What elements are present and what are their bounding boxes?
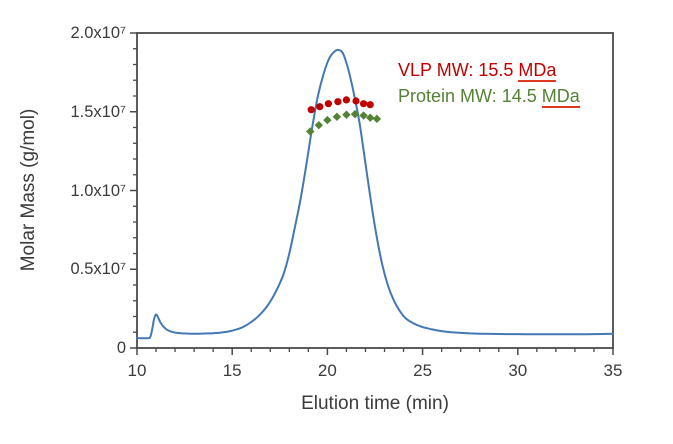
- protein-molar-mass-point: [323, 115, 332, 125]
- protein-molar-mass-point: [350, 109, 360, 119]
- protein-molar-mass-point: [366, 113, 375, 122]
- y-tick-label: 2.0x10⁷: [70, 24, 126, 42]
- y-axis-title: Molar Mass (g/mol): [18, 108, 39, 272]
- protein-mw-text: Protein MW: 14.5: [398, 86, 542, 106]
- x-tick-label: 35: [603, 361, 623, 380]
- x-tick-label: 20: [317, 361, 337, 380]
- vlp-molar-mass-point: [324, 100, 332, 108]
- vlp-mw-unit: MDa: [518, 60, 557, 82]
- elution-profile-line: [136, 48, 614, 340]
- protein-molar-mass-point: [314, 120, 324, 130]
- x-tick-label: 10: [127, 361, 147, 380]
- y-tick-label: 0.5x10⁷: [70, 260, 126, 279]
- x-tick-label: 15: [222, 361, 242, 380]
- y-tick-label: 1.0x10⁷: [70, 181, 126, 200]
- vlp-molar-mass-point: [352, 97, 360, 105]
- protein-molar-mass-point: [359, 111, 368, 120]
- protein-mw-unit: MDa: [541, 86, 580, 108]
- protein-molar-mass-point: [342, 110, 351, 119]
- x-tick-label: 30: [508, 361, 528, 380]
- y-tick-label: 0: [116, 339, 126, 357]
- protein-mw-annotation: Protein MW: 14.5 MDa: [398, 85, 580, 108]
- x-axis-title: Elution time (min): [301, 393, 449, 414]
- y-tick-label: 1.5x10⁷: [70, 102, 126, 121]
- vlp-molar-mass-point: [366, 101, 374, 109]
- vlp-molar-mass-point: [307, 106, 315, 114]
- vlp-molar-mass-point: [316, 103, 324, 111]
- protein-molar-mass-point: [306, 127, 315, 136]
- vlp-molar-mass-point: [342, 96, 350, 104]
- protein-molar-mass-point: [372, 114, 382, 124]
- vlp-mw-text: VLP MW: 15.5: [398, 60, 519, 80]
- protein-molar-mass-point: [332, 112, 342, 121]
- vlp-mw-annotation: VLP MW: 15.5 MDa: [398, 59, 557, 82]
- plot-border: [136, 32, 614, 349]
- vlp-molar-mass-point: [334, 98, 342, 106]
- x-tick-label: 25: [413, 361, 433, 380]
- vlp-molar-mass-point: [360, 100, 368, 108]
